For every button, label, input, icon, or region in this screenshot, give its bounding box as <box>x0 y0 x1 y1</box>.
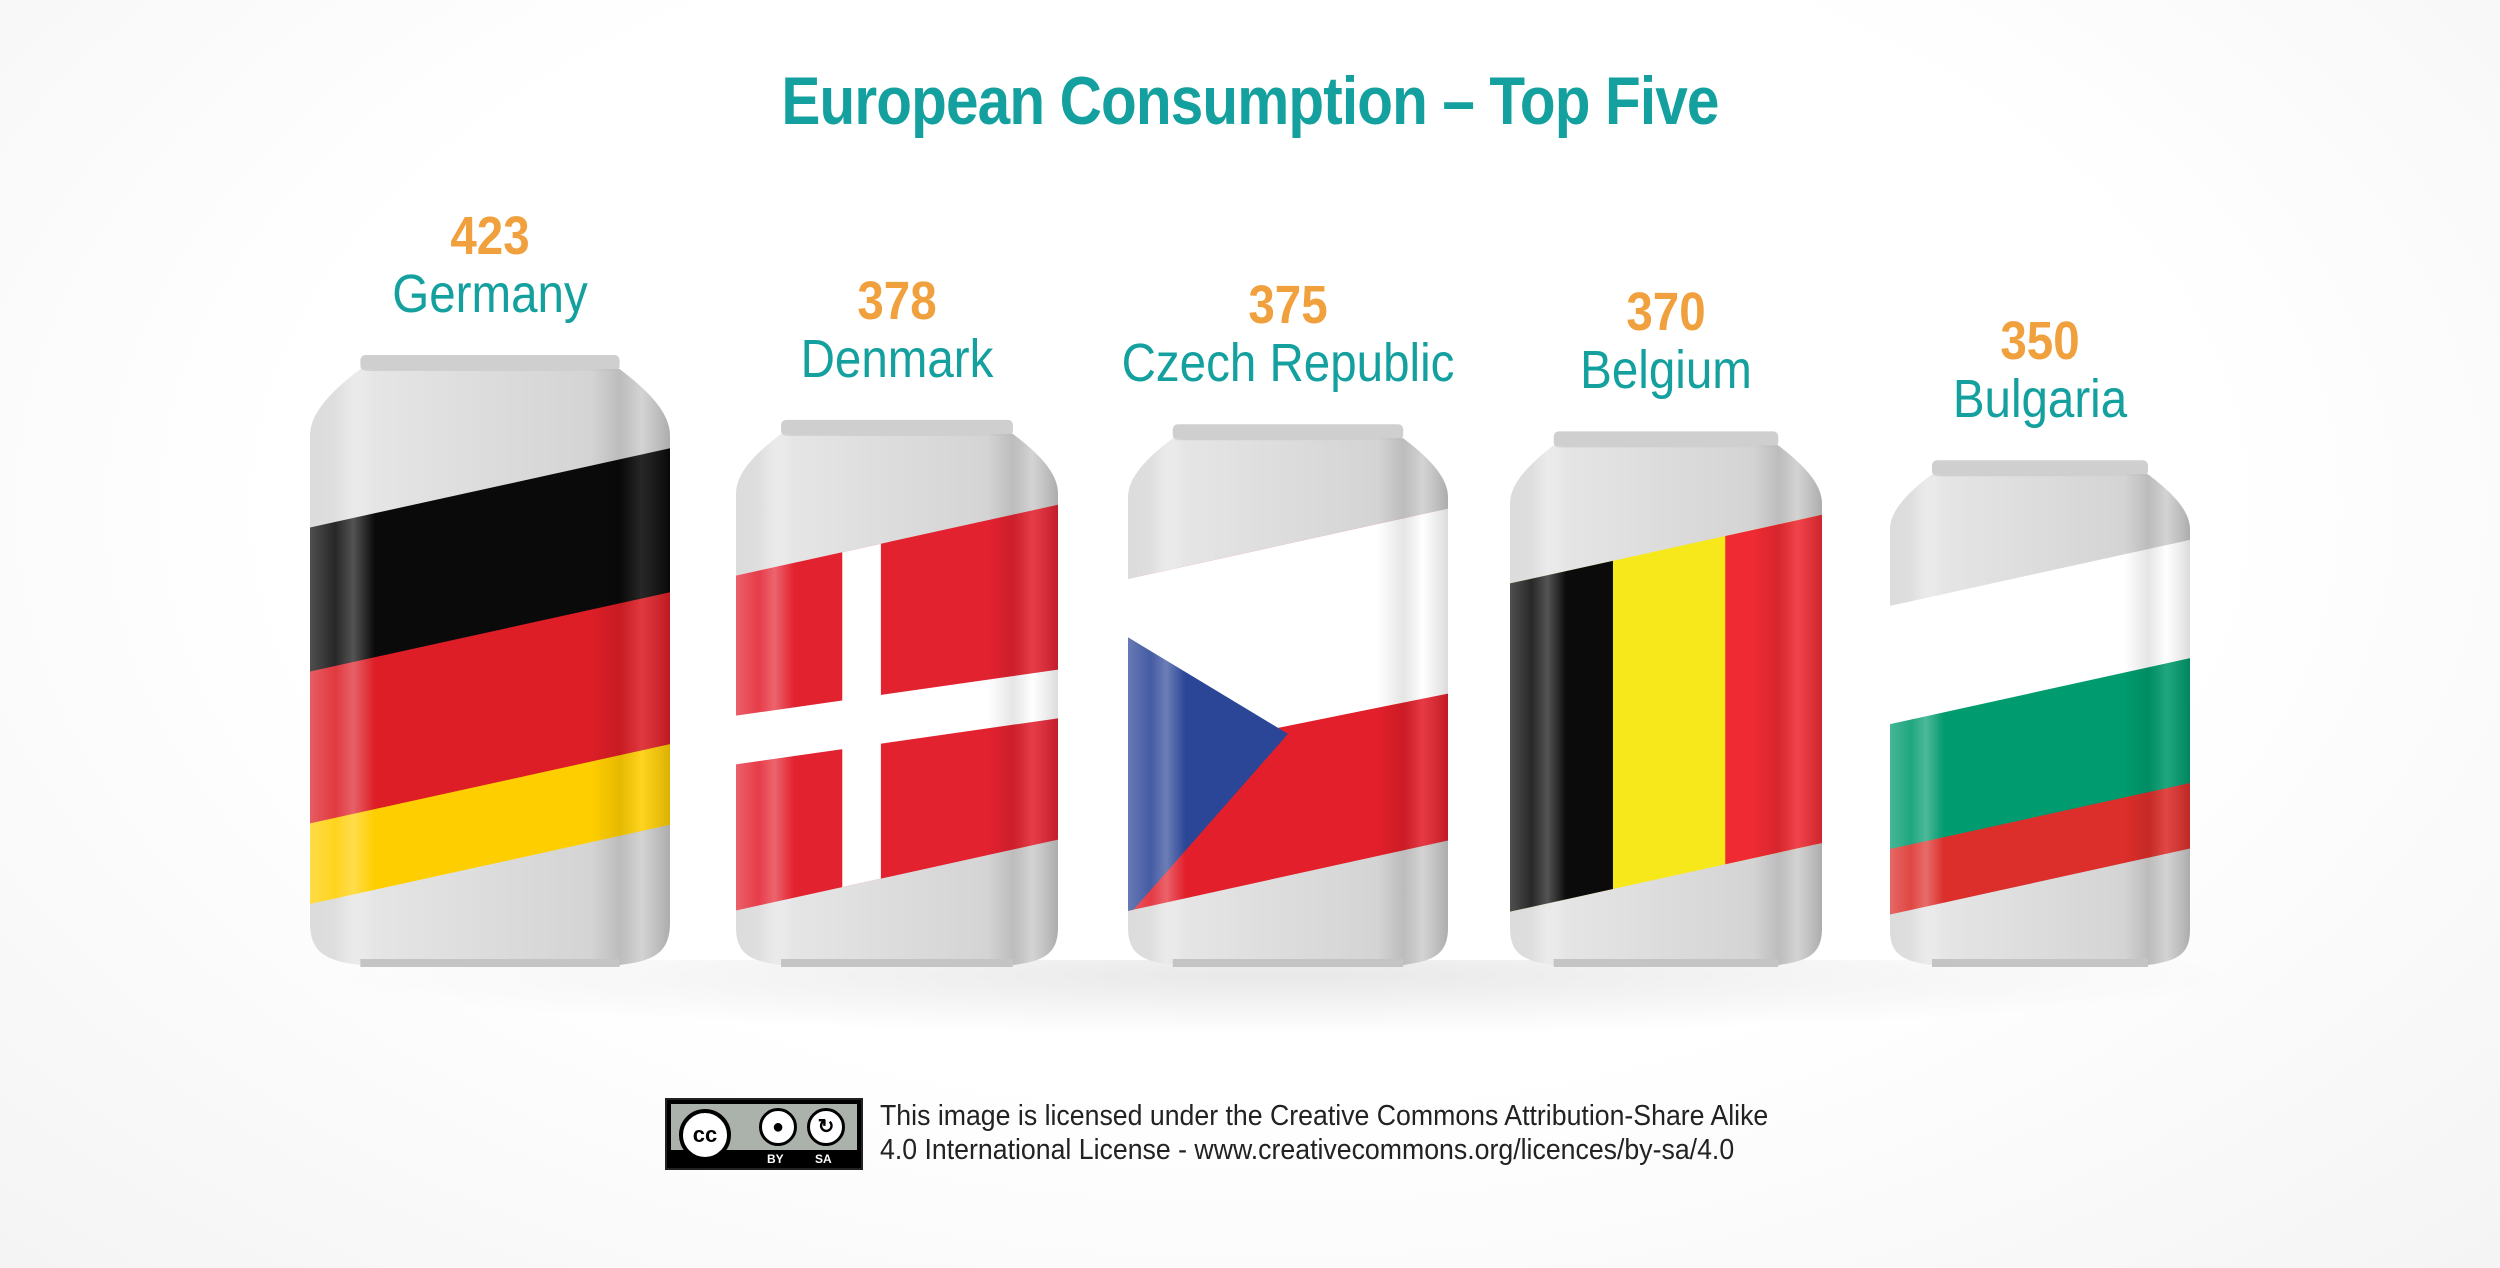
value-label: 375 <box>1248 275 1328 336</box>
value-label: 378 <box>857 270 937 331</box>
license-line-2: 4.0 International License - www.creative… <box>880 1134 1735 1166</box>
can-base <box>1553 959 1779 967</box>
can-shading <box>310 369 670 965</box>
can-base <box>1932 959 2148 967</box>
license-notice: cc ● ↻ BY SA This image is licensed unde… <box>665 1095 1865 1175</box>
value-label: 350 <box>2000 311 2080 372</box>
can-base <box>1172 959 1404 967</box>
category-label: Bulgaria <box>1952 369 2128 430</box>
can-lid <box>360 355 620 371</box>
can-shading <box>1128 438 1448 965</box>
license-line-1: This image is licensed under the Creativ… <box>880 1100 1769 1132</box>
cc-by-sa-badge[interactable]: cc ● ↻ BY SA <box>665 1098 863 1170</box>
license-text: This image is licensed under the Creativ… <box>880 1099 1782 1167</box>
can-germany <box>310 355 670 967</box>
can-base <box>781 959 1013 967</box>
share-alike-icon: ↻ <box>807 1108 845 1146</box>
category-label: Germany <box>392 264 588 324</box>
can-lid <box>1932 460 2148 477</box>
can-denmark <box>736 419 1058 967</box>
person-icon: ● <box>759 1108 797 1146</box>
can-bulgaria <box>1890 460 2190 967</box>
cc-icon: cc <box>679 1109 731 1161</box>
value-label: 370 <box>1626 282 1706 343</box>
category-label: Czech Republic <box>1121 333 1455 394</box>
category-label: Denmark <box>800 328 994 389</box>
can-lid <box>1553 431 1779 448</box>
badge-sa-label: SA <box>815 1152 832 1166</box>
badge-by-label: BY <box>767 1152 784 1166</box>
can-shading <box>1890 474 2190 965</box>
chart-title: European Consumption – Top Five <box>781 63 1719 139</box>
floor-shadow <box>240 960 2320 1040</box>
can-shading <box>736 433 1058 965</box>
value-label: 423 <box>450 206 530 266</box>
can-base <box>360 959 620 967</box>
can-shading <box>1510 445 1822 965</box>
can-belgium <box>1510 431 1822 967</box>
category-label: Belgium <box>1580 340 1752 401</box>
can-lid <box>781 419 1013 436</box>
can-lid <box>1172 424 1404 441</box>
can-czech-republic <box>1128 424 1448 967</box>
